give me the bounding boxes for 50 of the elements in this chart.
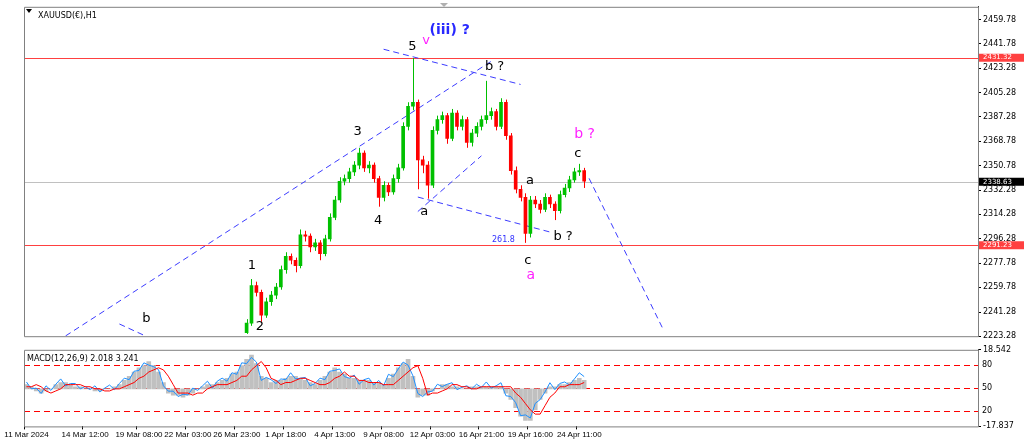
y-tick-label: 2259.78: [983, 282, 1017, 292]
y-tick-label: 2296.28: [983, 233, 1017, 243]
annotation: b: [142, 310, 151, 326]
annotation: 2: [255, 318, 264, 334]
y-tick-label: 2441.78: [983, 38, 1017, 48]
y2-tick-label: 50: [982, 383, 993, 393]
y-tick-label: 2459.78: [983, 14, 1017, 24]
x-tick-label: 1 Apr 18:00: [265, 430, 307, 440]
x-tick-label: 14 Mar 12:00: [61, 430, 110, 440]
y2-tick-label: 20: [982, 406, 993, 416]
x-tick-label: 16 Apr 21:00: [458, 430, 505, 440]
annotation: b ?: [553, 227, 573, 243]
y-tick-label: -17.837: [983, 421, 1014, 431]
annotation: 5: [408, 38, 417, 54]
annotation: 1: [247, 256, 257, 272]
x-tick-label: 26 Mar 23:00: [213, 430, 261, 440]
annotation: a: [420, 203, 429, 219]
y2-tick-label: 80: [982, 360, 993, 370]
x-tick-label: 24 Apr 11:00: [556, 430, 603, 440]
x-tick-label: 12 Apr 03:00: [409, 430, 456, 440]
y-tick-label: 2223.28: [983, 331, 1017, 341]
y-tick-label: 2277.78: [983, 258, 1017, 268]
annotation: a: [525, 172, 534, 188]
annotation: b ?: [574, 124, 596, 141]
annotation: (iii) ?: [429, 20, 470, 37]
annotation: v: [422, 31, 431, 47]
y-tick-label: 2387.28: [983, 111, 1017, 121]
annotation: 3: [353, 122, 362, 138]
annotation: 261.8: [492, 234, 515, 244]
y-tick-label: 2405.28: [983, 87, 1017, 97]
y-tick-label: 2423.28: [983, 63, 1017, 73]
x-tick-label: 22 Mar 03:00: [164, 430, 213, 440]
x-tick-label: 19 Apr 16:00: [507, 430, 554, 440]
y-tick-label: 2332.28: [983, 185, 1017, 195]
y-tick-label: 2314.28: [983, 209, 1017, 219]
text: XAUUSD(€),H1: [38, 10, 97, 20]
x-tick-label: 11 Mar 2024: [4, 430, 50, 440]
y-tick-label: 18.542: [983, 344, 1011, 354]
annotation: c: [574, 144, 582, 160]
annotation: a: [526, 266, 536, 283]
x-tick-label: 19 Mar 08:00: [115, 430, 164, 440]
x-tick-label: 4 Apr 13:00: [314, 430, 356, 440]
text: MACD(12,26,9) 2.018 3.241: [27, 353, 139, 363]
y-tick-label: 2241.28: [983, 307, 1017, 317]
y-tick-label: 2368.78: [983, 136, 1017, 146]
annotation: b ?: [484, 57, 505, 73]
y-tick-label: 2350.78: [983, 160, 1017, 170]
annotation: c: [524, 252, 532, 268]
x-tick-label: 9 Apr 08:00: [363, 430, 405, 440]
annotation: 4: [374, 211, 383, 227]
